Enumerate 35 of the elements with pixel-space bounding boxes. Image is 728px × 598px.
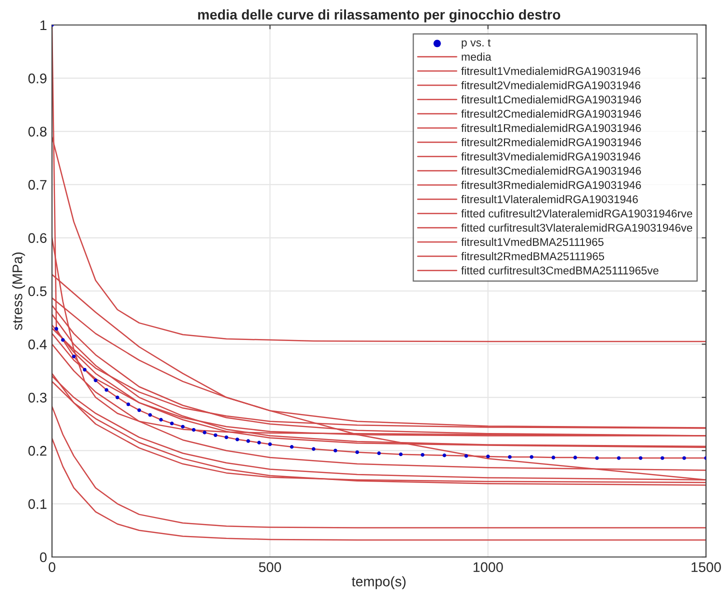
y-tick-label: 0.3 (28, 392, 47, 403)
y-tick-label: 0.1 (28, 499, 46, 509)
y-tick-label: 0.5 (28, 286, 47, 296)
legend-label: media (462, 52, 492, 61)
legend-label: fitresult3RmedialemidRGA19031946 (461, 180, 641, 189)
y-tick-label: 0 (40, 552, 47, 562)
x-tick-label: 1000 (474, 562, 503, 572)
y-tick-label: 0.4 (28, 340, 47, 350)
legend-label: fitresult3VmedialemidRGA19031946 (461, 152, 640, 160)
legend-label: fitresult2CmedialemidRGA19031946 (461, 110, 641, 118)
y-tick-label: 0.7 (28, 180, 46, 190)
x-tick-label: 1500 (692, 562, 721, 572)
legend-label: fitresult3CmedialemidRGA19031946 (461, 166, 641, 175)
y-tick-label: 0.2 (28, 446, 46, 456)
x-tick-label: 500 (258, 562, 282, 572)
legend-label: fitresult1VlateralemidRGA19031946 (461, 195, 638, 204)
legend-label: fitted cufitresult2VlateralemidRGA19031946rve (461, 209, 692, 218)
legend-label: p vs. t (462, 39, 491, 49)
y-tick-label: 1 (40, 20, 46, 30)
legend-label: fitted curfitresult3VlateralemidRGA19031946ve (461, 224, 692, 232)
legend-label: fitresult2RmedBMA25111965 (461, 252, 604, 260)
legend-label: fitresult1VmedialemidRGA19031946 (461, 66, 640, 75)
y-tick-label: 0.6 (28, 233, 47, 243)
legend-label: fitresult2RmedialemidRGA19031946 (461, 138, 641, 146)
legend-label: fitted curfitresult3CmedBMA25111965ve (461, 266, 658, 274)
y-tick-label: 0.9 (28, 74, 46, 84)
legend-label: fitresult1CmedialemidRGA19031946 (461, 95, 641, 104)
x-axis-title: tempo(s) (352, 576, 406, 590)
y-tick-label: 0.8 (28, 126, 47, 137)
y-axis-title: stress (MPa) (12, 252, 26, 330)
x-tick-label: 0 (48, 562, 56, 572)
legend-label: fitresult2VmedialemidRGA19031946 (461, 81, 640, 90)
chart-title: media delle curve di rilassamento per ginocchio destro (198, 9, 560, 22)
legend-label: fitresult1VmedBMA25111965 (461, 238, 604, 246)
legend-label: fitresult1RmedialemidRGA19031946 (461, 124, 641, 132)
